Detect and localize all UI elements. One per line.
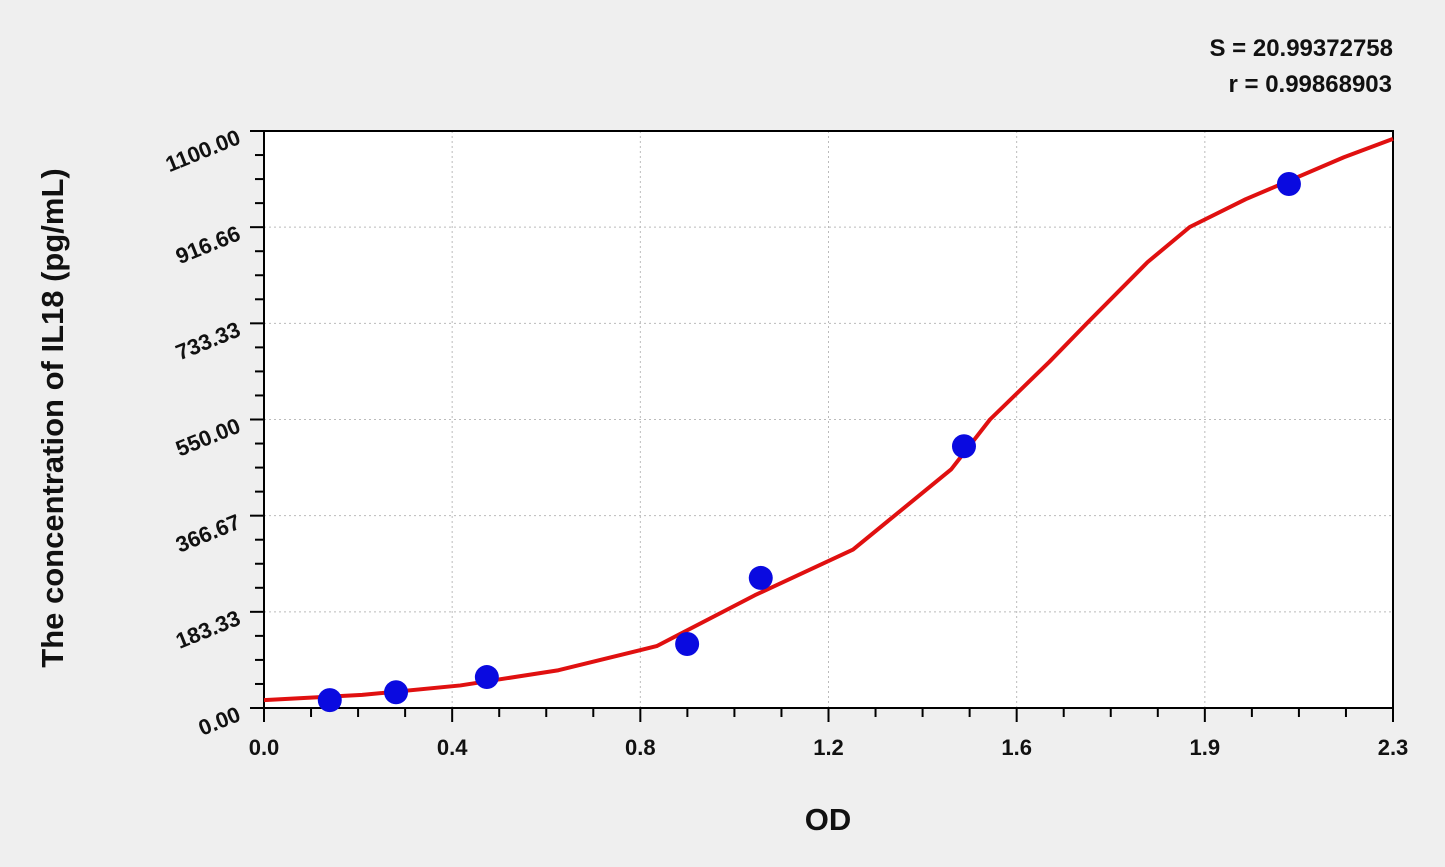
data-point <box>474 665 499 690</box>
data-point <box>384 680 409 705</box>
s-value-annotation: S = 20.99372758 <box>1209 35 1393 62</box>
x-axis-label: OD <box>805 802 852 837</box>
x-tick-label: 2.3 <box>1378 735 1409 760</box>
x-tick-label: 1.6 <box>1001 735 1032 760</box>
r-value-annotation: r = 0.99868903 <box>1229 71 1393 98</box>
grid <box>264 131 1393 708</box>
axis-ticks <box>250 130 1394 722</box>
data-point <box>748 565 773 590</box>
x-tick-label: 0.4 <box>437 735 468 760</box>
data-points <box>317 171 1301 713</box>
y-tick-label: 733.33 <box>172 317 244 365</box>
data-point <box>675 632 700 657</box>
fit-curve <box>263 136 1394 703</box>
x-tick-label: 1.2 <box>813 735 844 760</box>
y-tick-label: 366.67 <box>172 509 244 557</box>
x-tick-label: 0.8 <box>625 735 656 760</box>
y-tick-label: 1100.00 <box>162 124 244 177</box>
plot-frame <box>263 130 1394 709</box>
data-point <box>1276 171 1301 196</box>
y-tick-label: 550.00 <box>172 413 244 461</box>
y-tick-labels: 0.00 183.33 366.67 550.00 733.33 916.66 1100.0… <box>162 124 244 740</box>
x-tick-label: 1.9 <box>1190 735 1221 760</box>
x-tick-labels: 0.0 0.4 0.8 1.2 1.6 1.9 2.3 <box>249 735 1409 760</box>
data-point <box>951 434 976 459</box>
y-tick-label: 183.33 <box>172 605 244 653</box>
y-axis-label: The concentration of IL18 (pg/mL) <box>35 168 70 667</box>
y-tick-label: 0.00 <box>195 701 244 740</box>
x-tick-label: 0.0 <box>249 735 280 760</box>
data-point <box>317 688 342 713</box>
y-tick-label: 916.66 <box>172 221 244 269</box>
